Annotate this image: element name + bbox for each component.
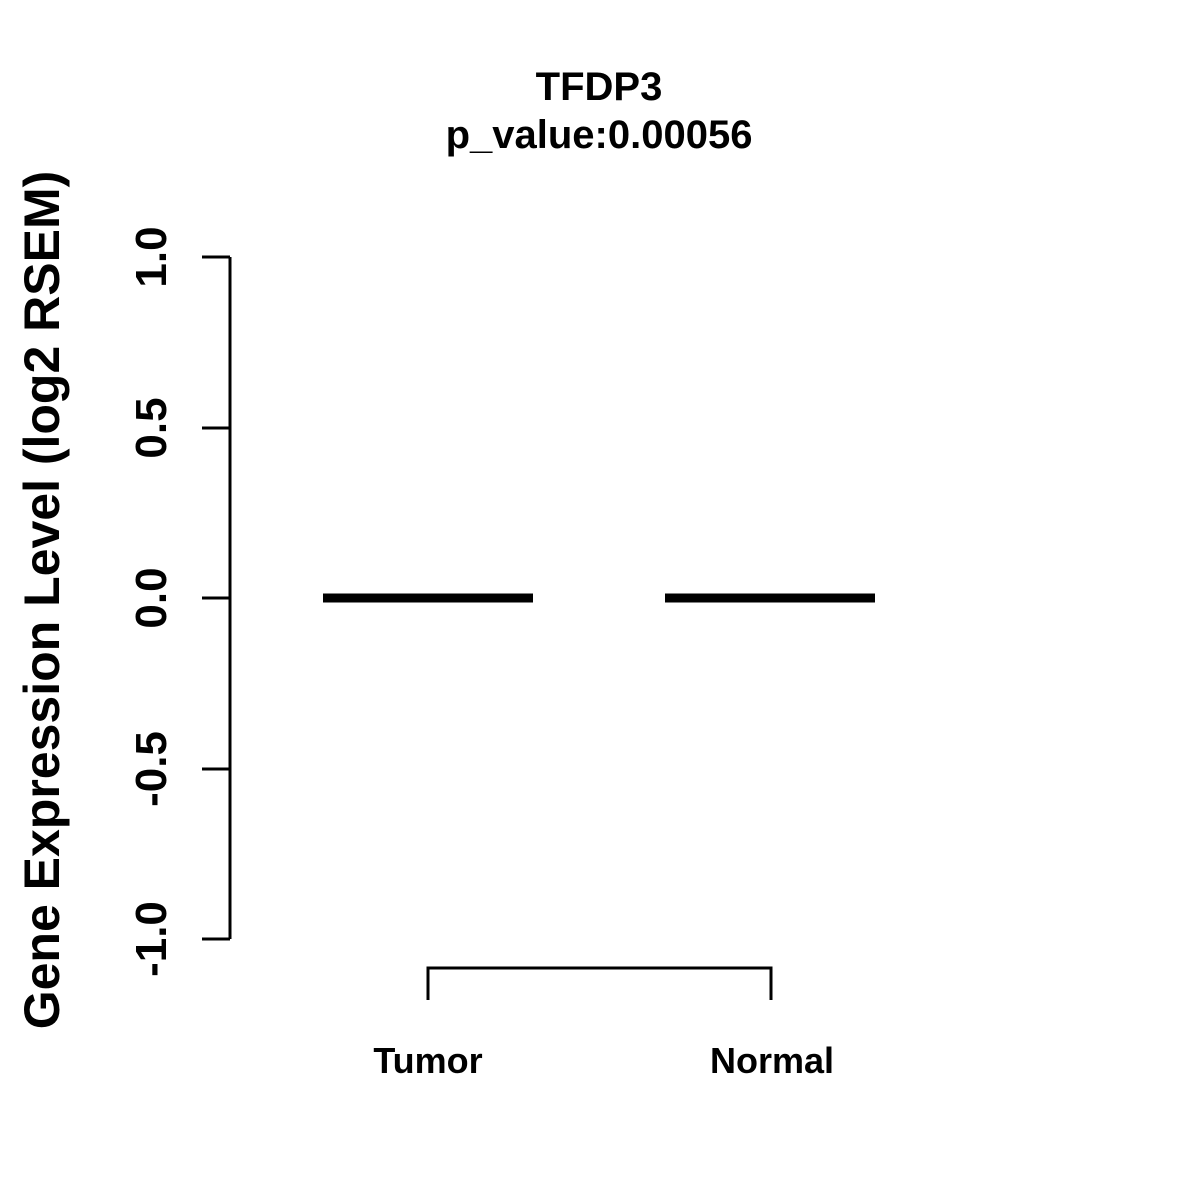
y-tick-label-neg1_0: -1.0 — [127, 901, 176, 977]
y-tick-label-1_0: 1.0 — [127, 226, 176, 288]
comparison-bracket — [426, 966, 773, 1000]
chart-title: TFDP3 — [535, 65, 663, 109]
y-tick-label-0_0: 0.0 — [127, 567, 176, 629]
group-label-normal: Normal — [709, 1040, 835, 1081]
group-label-tumor: Tumor — [373, 1040, 483, 1081]
y-tick-label-neg0_5: -0.5 — [127, 731, 176, 807]
chart-title-block: TFDP3 p_value:0.00056 — [446, 63, 753, 159]
chart-subtitle: p_value:0.00056 — [445, 113, 753, 157]
y-tick-label-0_5: 0.5 — [127, 397, 176, 459]
